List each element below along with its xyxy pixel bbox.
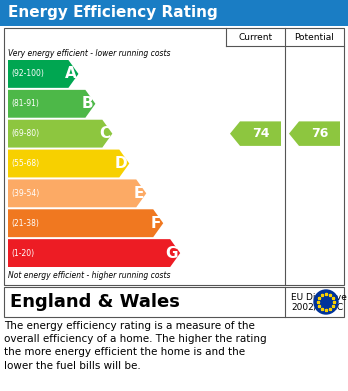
Text: 74: 74 (252, 127, 269, 140)
Text: C: C (99, 126, 110, 141)
Text: D: D (115, 156, 127, 171)
Text: 2002/91/EC: 2002/91/EC (291, 303, 343, 312)
Text: A: A (65, 66, 77, 81)
Bar (0, 0, 348, 26)
Text: Very energy efficient - lower running costs: Very energy efficient - lower running co… (8, 48, 171, 57)
Text: EU Directive: EU Directive (291, 292, 347, 301)
Bar (4, 28, 344, 285)
Text: G: G (166, 246, 178, 260)
Text: F: F (151, 216, 161, 231)
Text: E: E (134, 186, 144, 201)
Text: Not energy efficient - higher running costs: Not energy efficient - higher running co… (8, 271, 171, 280)
Text: (39-54): (39-54) (11, 189, 39, 198)
Polygon shape (289, 121, 340, 146)
Polygon shape (8, 179, 146, 207)
Text: (1-20): (1-20) (11, 249, 34, 258)
Text: Potential: Potential (294, 32, 334, 41)
Text: Current: Current (238, 32, 272, 41)
Polygon shape (230, 121, 281, 146)
Circle shape (314, 290, 338, 314)
Polygon shape (8, 239, 180, 267)
Polygon shape (8, 209, 163, 237)
Text: 76: 76 (311, 127, 328, 140)
Polygon shape (8, 120, 112, 147)
Text: The energy efficiency rating is a measure of the
overall efficiency of a home. T: The energy efficiency rating is a measur… (4, 321, 267, 371)
Polygon shape (8, 90, 95, 118)
Polygon shape (8, 60, 78, 88)
Text: (55-68): (55-68) (11, 159, 39, 168)
Text: (21-38): (21-38) (11, 219, 39, 228)
Text: (69-80): (69-80) (11, 129, 39, 138)
Bar (4, 287, 344, 317)
Text: (92-100): (92-100) (11, 70, 44, 79)
Text: Energy Efficiency Rating: Energy Efficiency Rating (8, 5, 218, 20)
Text: England & Wales: England & Wales (10, 293, 180, 311)
Text: (81-91): (81-91) (11, 99, 39, 108)
Text: B: B (82, 96, 93, 111)
Polygon shape (8, 150, 129, 178)
